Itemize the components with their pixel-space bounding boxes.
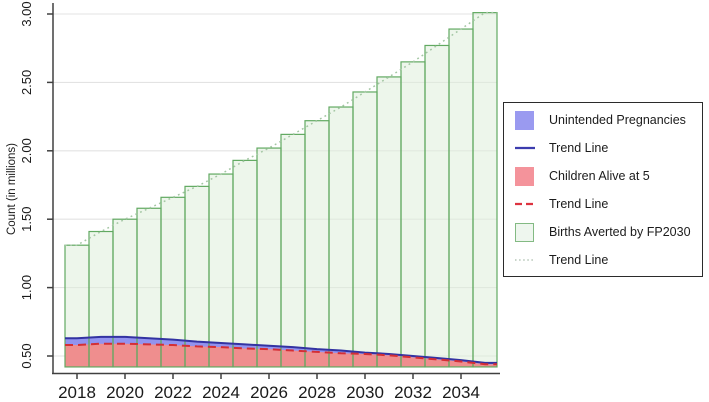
bar-2023 (185, 186, 209, 367)
y-tick-label: 0.50 (19, 343, 34, 368)
y-tick-label: 2.00 (19, 138, 34, 163)
bar-2025 (233, 160, 257, 367)
x-tick-label: 2024 (202, 383, 240, 402)
children-alive-swatch (515, 166, 534, 186)
y-axis-title: Count (in millions) (6, 143, 18, 235)
legend-label: Births Averted by FP2030 (549, 225, 691, 239)
x-tick-label: 2018 (58, 383, 96, 402)
children-alive-trend-line (65, 342, 497, 366)
x-tick-label: 2032 (394, 383, 432, 402)
legend-box: Unintended Pregnancies Trend Line Childr… (503, 102, 703, 277)
bar-2031 (377, 76, 401, 367)
bar-outline-2035 (472, 12, 498, 368)
births-averted-swatch (515, 222, 534, 242)
y-tick-label: 1.50 (19, 207, 34, 232)
x-tick-label: 2028 (298, 383, 336, 402)
legend-item-trend-line-red: Trend Line (515, 190, 702, 218)
x-tick-label: 2020 (106, 383, 144, 402)
y-tick-label: 3.00 (19, 1, 34, 26)
bar-2033 (425, 45, 449, 367)
legend-label: Trend Line (549, 141, 609, 155)
legend-item-births-averted: Births Averted by FP2030 (515, 218, 702, 246)
legend-item-trend-line-green: Trend Line (515, 246, 702, 274)
bar-2032 (401, 61, 425, 367)
legend-label: Trend Line (549, 253, 609, 267)
unintended-pregnancies-swatch (515, 110, 534, 130)
legend-item-children-alive: Children Alive at 5 (515, 162, 702, 190)
dotted-trend-line-swatch (515, 257, 535, 263)
y-tick-label: 1.00 (19, 275, 34, 300)
blue-trend-line-swatch (515, 145, 535, 151)
bar-2024 (209, 174, 233, 367)
bar-2035 (473, 12, 497, 367)
legend-label: Children Alive at 5 (549, 169, 650, 183)
legend-item-trend-line-blue: Trend Line (515, 134, 702, 162)
legend-label: Trend Line (549, 197, 609, 211)
bar-2026 (257, 148, 281, 367)
bar-2028 (305, 120, 329, 367)
legend-item-unintended-pregnancies: Unintended Pregnancies (515, 106, 702, 134)
legend-label: Unintended Pregnancies (549, 113, 686, 127)
y-tick-label: 2.50 (19, 70, 34, 95)
bar-2030 (353, 91, 377, 367)
x-tick-label: 2022 (154, 383, 192, 402)
x-tick-label: 2030 (346, 383, 384, 402)
bar-2029 (329, 107, 353, 367)
unintended-pregnancies-trend-line (65, 335, 497, 364)
x-tick-label: 2026 (250, 383, 288, 402)
bar-2027 (281, 134, 305, 367)
red-trend-line-swatch (515, 201, 535, 207)
x-tick-label: 2034 (442, 383, 480, 402)
bar-2034 (449, 29, 473, 367)
